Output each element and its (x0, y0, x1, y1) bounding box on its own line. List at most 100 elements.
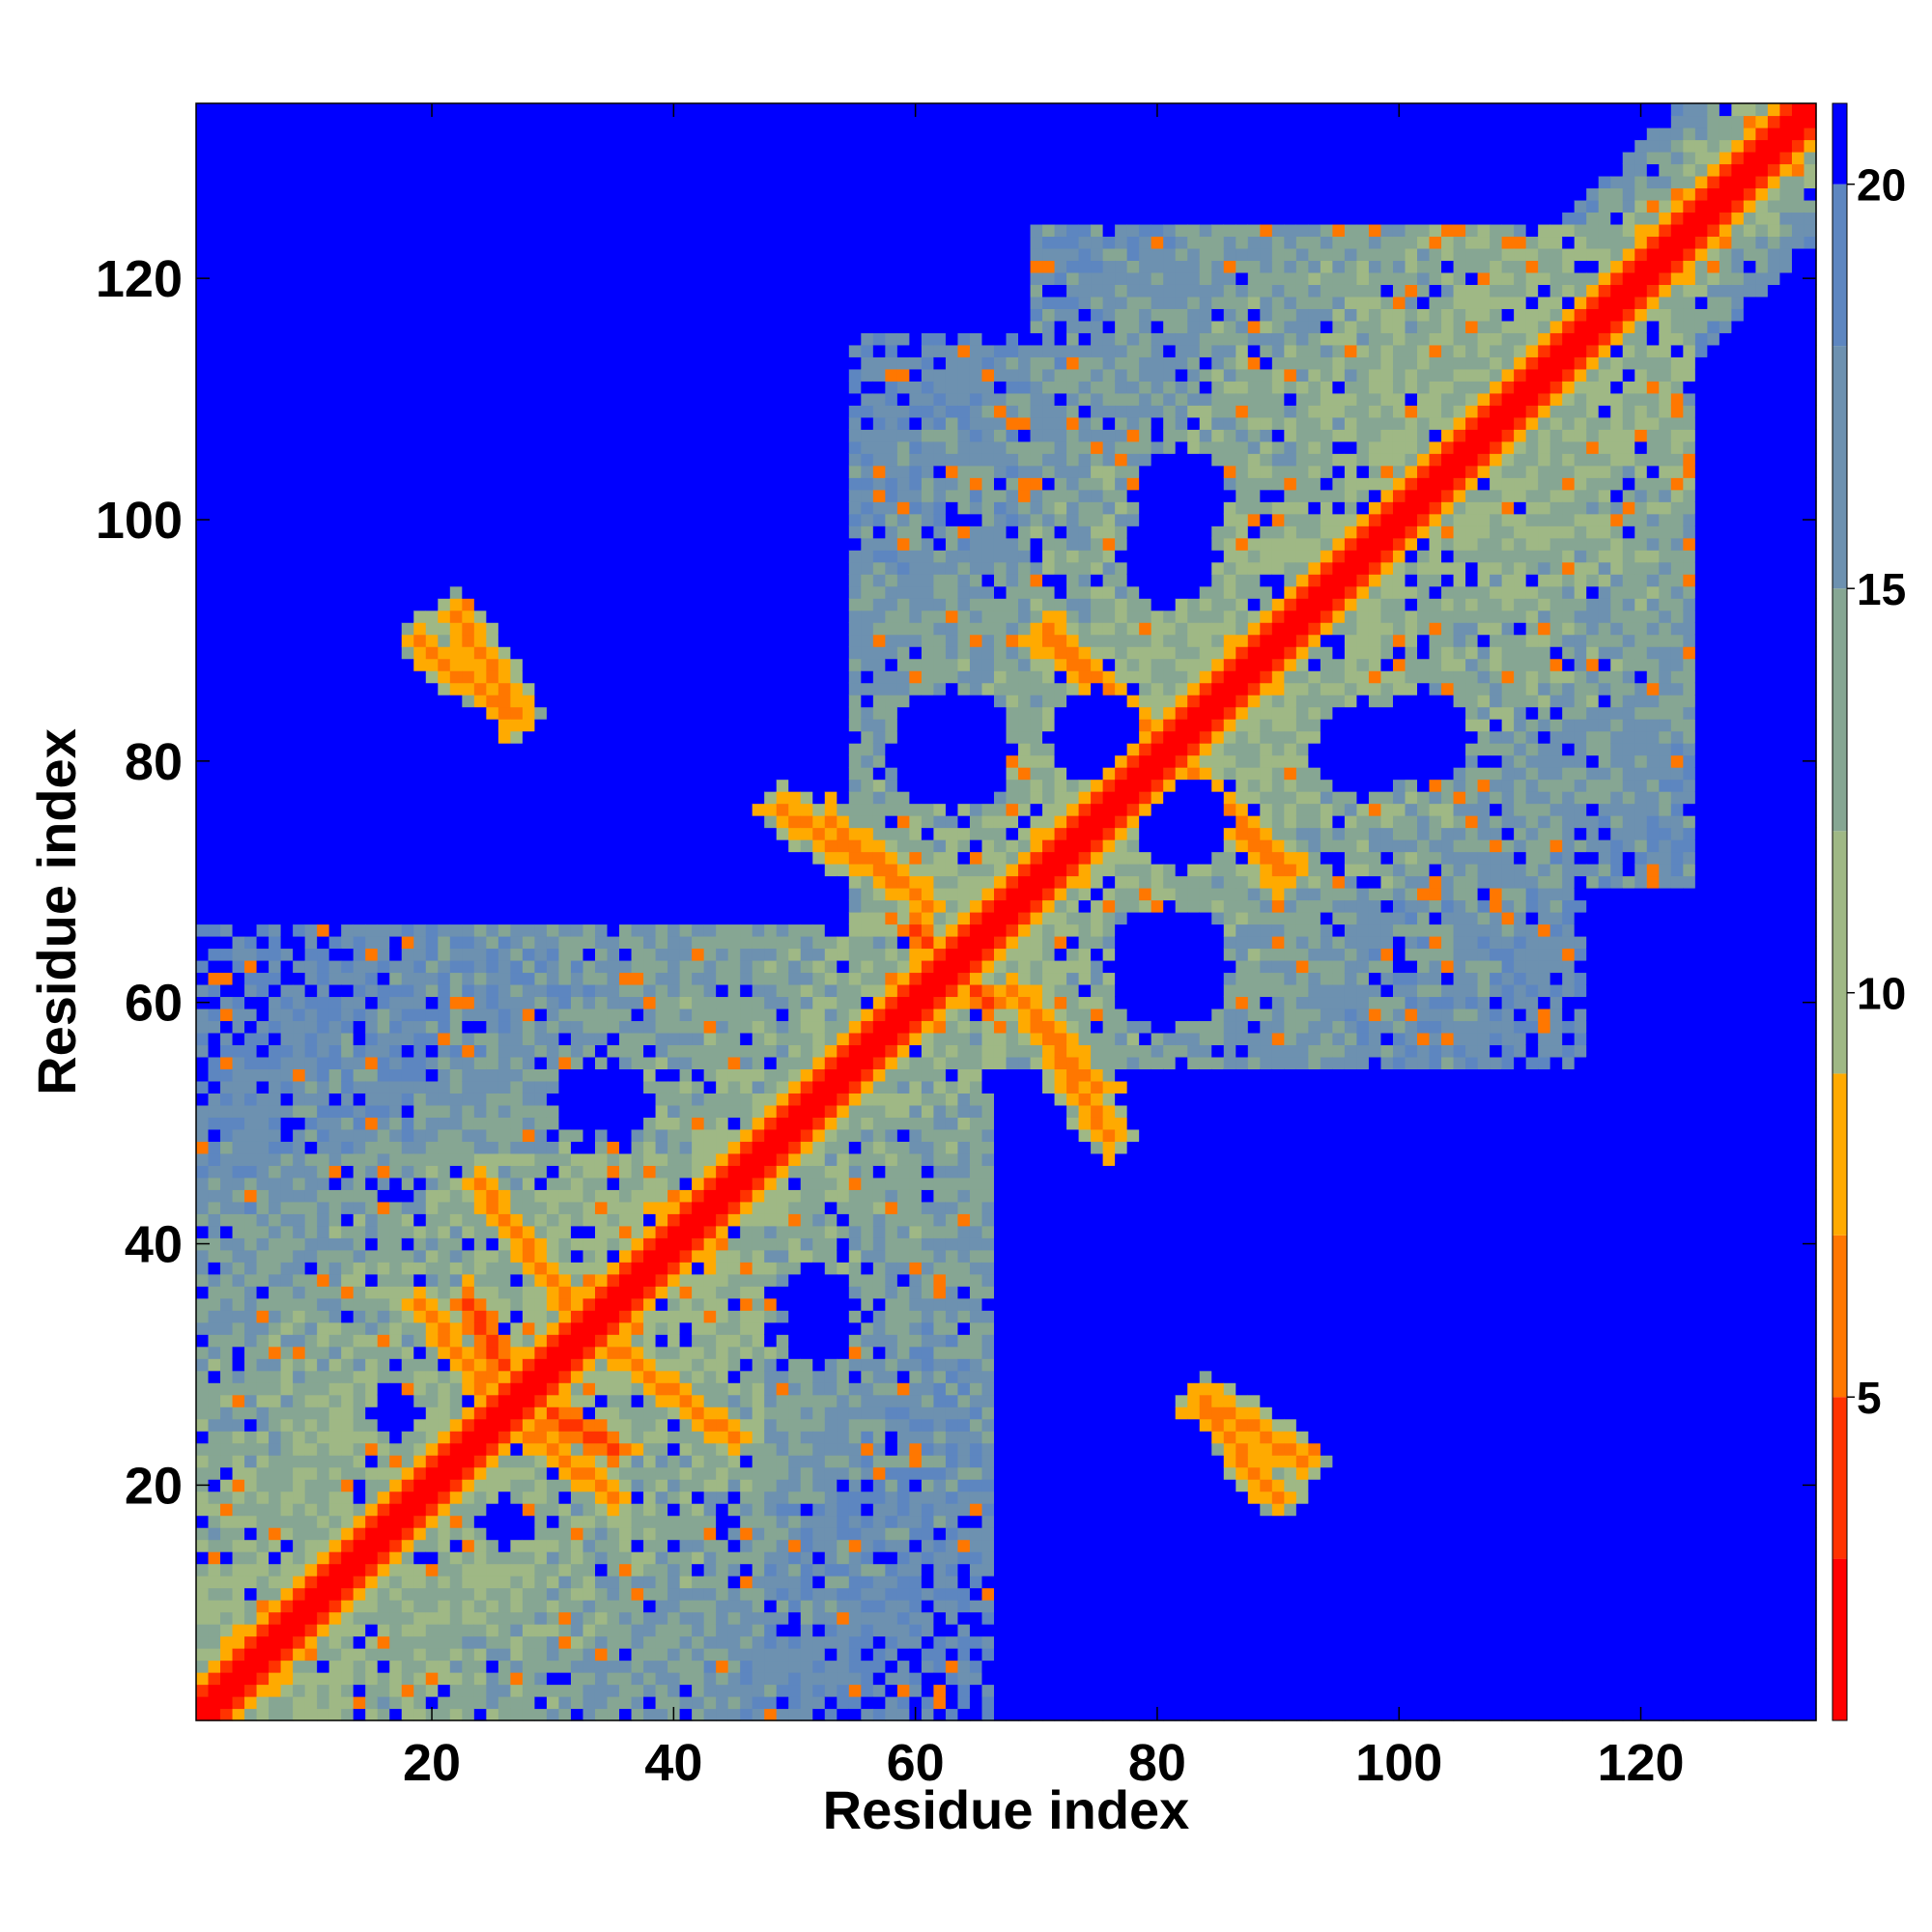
heat-cell (208, 1491, 221, 1504)
heat-cell (220, 550, 234, 563)
heat-cell (631, 1321, 644, 1335)
heat-cell (607, 682, 620, 696)
heat-cell (244, 1394, 258, 1407)
heat-cell (425, 851, 439, 865)
heat-cell (389, 1515, 403, 1528)
heat-cell (304, 1093, 318, 1106)
heat-cell (317, 163, 330, 177)
heat-cell (607, 115, 620, 128)
heat-cell (280, 1249, 294, 1263)
heat-cell (413, 308, 427, 322)
heat-cell (232, 1696, 245, 1710)
heat-cell (244, 489, 258, 502)
heat-cell (353, 1165, 366, 1179)
heat-cell (582, 1394, 596, 1407)
heat-cell (462, 1370, 475, 1383)
heat-cell (328, 1093, 342, 1106)
heat-cell (389, 1455, 403, 1468)
heat-cell (449, 670, 463, 684)
heat-cell (449, 864, 463, 877)
heat-cell (582, 1104, 596, 1118)
heat-cell (425, 163, 439, 177)
heat-cell (244, 296, 258, 309)
heat-cell (341, 598, 355, 611)
heat-cell (365, 1394, 379, 1407)
heat-cell (438, 610, 451, 623)
heat-cell (341, 670, 355, 684)
heat-cell (256, 1321, 270, 1335)
heat-cell (497, 1648, 511, 1662)
heat-cell (353, 163, 366, 177)
heat-cell (486, 1539, 499, 1552)
heat-cell (594, 416, 609, 430)
heat-cell (534, 236, 548, 249)
heat-cell (413, 1635, 427, 1649)
heat-cell (594, 537, 609, 551)
heat-cell (570, 1527, 584, 1541)
heat-cell (449, 1382, 463, 1396)
heat-cell (196, 767, 210, 781)
heat-cell (232, 767, 245, 781)
heat-cell (462, 1576, 475, 1589)
heat-cell (534, 477, 548, 491)
heat-cell (425, 1008, 439, 1022)
heat-cell (232, 453, 245, 467)
heat-cell (497, 1551, 511, 1565)
heat-cell (438, 1346, 451, 1359)
heat-cell (256, 429, 270, 442)
heat-cell (401, 115, 414, 128)
heat-cell (497, 440, 511, 454)
heat-cell (244, 405, 258, 418)
heat-cell (582, 1346, 596, 1359)
heat-cell (594, 381, 609, 394)
heat-cell (389, 1177, 403, 1190)
heat-cell (413, 296, 427, 309)
heat-cell (473, 1080, 487, 1094)
heat-cell (497, 767, 511, 781)
heat-cell (244, 1056, 258, 1069)
heat-cell (534, 948, 548, 961)
heat-cell (425, 247, 439, 261)
heat-cell (486, 767, 499, 781)
heat-cell (389, 1225, 403, 1238)
heat-cell (522, 103, 536, 117)
heat-cell (256, 803, 270, 816)
heat-cell (546, 489, 560, 502)
heat-cell (232, 175, 245, 189)
heat-cell (328, 236, 342, 249)
heat-cell (317, 634, 330, 647)
heat-cell (449, 1141, 463, 1154)
heat-cell (341, 1576, 355, 1589)
heat-cell (449, 163, 463, 177)
heat-cell (522, 815, 536, 829)
heat-cell (269, 1008, 282, 1022)
heat-cell (341, 1418, 355, 1432)
heat-cell (377, 1442, 390, 1456)
heat-cell (582, 1080, 596, 1094)
heat-cell (558, 1008, 572, 1022)
heat-cell (317, 779, 330, 792)
heat-cell (631, 622, 644, 636)
heat-cell (619, 851, 633, 865)
heat-cell (304, 308, 318, 322)
heat-cell (486, 1044, 499, 1058)
heat-cell (280, 1141, 294, 1154)
heat-cell (558, 332, 572, 346)
heat-cell (293, 1117, 306, 1130)
heat-cell (196, 658, 210, 671)
heat-cell (582, 730, 596, 744)
heat-cell (594, 236, 609, 249)
heat-cell (413, 187, 427, 201)
heat-cell (353, 912, 366, 925)
heat-cell (619, 1321, 633, 1335)
heat-cell (473, 912, 487, 925)
heat-cell (619, 695, 633, 708)
heat-cell (462, 489, 475, 502)
heat-cell (256, 1346, 270, 1359)
heat-cell (510, 730, 524, 744)
heat-cell (353, 139, 366, 153)
heat-cell (497, 1201, 511, 1214)
heat-cell (473, 1696, 487, 1710)
heat-cell (208, 948, 221, 961)
heat-cell (546, 1189, 560, 1203)
